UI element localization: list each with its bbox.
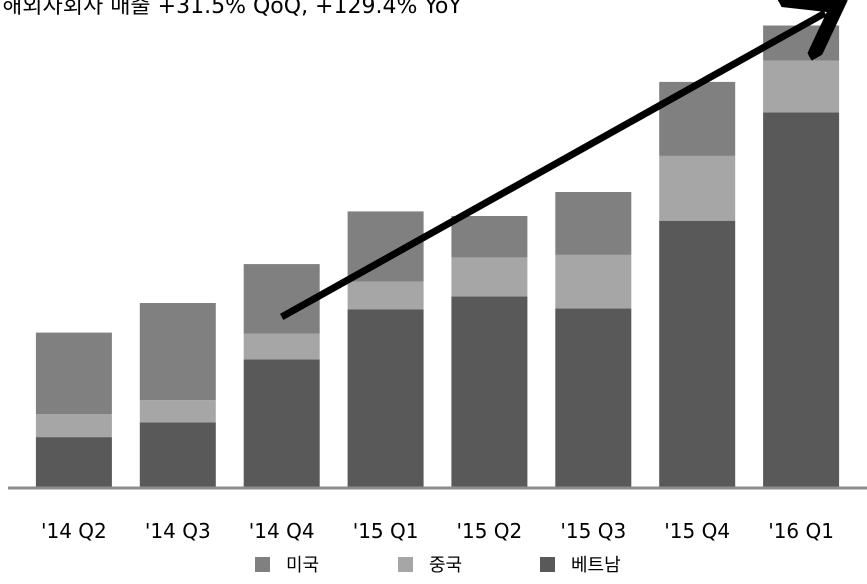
chart-title: 해외자회사 매출 +31.5% QoQ, +129.4% YoY [2,0,462,19]
x-tick-label: '15 Q1 [353,519,419,543]
x-tick-label: '15 Q2 [457,519,523,543]
legend-label: 중국 [429,555,462,576]
bar-segment-usa-2 [139,303,216,401]
legend-swatch [398,557,413,572]
bar-segment-vietnam-3 [243,359,320,488]
bar-segment-vietnam-2 [139,422,216,488]
trend-arrow [279,13,825,320]
bar-segment-vietnam-1 [35,437,112,488]
bar-segment-china-5 [451,257,528,297]
bar-segment-vietnam-7 [659,220,736,488]
bar-segment-china-2 [139,400,216,423]
legend-swatch [255,557,270,572]
x-tick-label: '14 Q3 [145,519,211,543]
x-tick-label: '15 Q4 [664,519,730,543]
bar-segment-vietnam-8 [763,112,840,489]
legend: 미국 중국 베트남 [255,555,621,576]
bar-segment-vietnam-4 [347,309,424,488]
bar-segment-usa-7 [659,81,736,156]
bar-segment-china-3 [243,333,320,360]
x-tick-labels: '14 Q2 '14 Q3 '14 Q4 '15 Q1 '15 Q2 '15 Q3 '15 … [41,519,834,543]
legend-label: 베트남 [571,555,621,576]
bar-segment-china-4 [347,281,424,310]
bar-segment-china-1 [35,414,112,438]
bar-segment-china-8 [763,60,840,113]
x-tick-label: '16 Q1 [768,519,834,543]
bar-segment-china-6 [555,254,632,309]
bar-segment-usa-5 [451,216,528,258]
legend-label: 미국 [286,555,319,576]
x-tick-label: '14 Q4 [249,519,315,543]
bar-segment-usa-6 [555,192,632,255]
bar-segment-vietnam-5 [451,296,528,488]
legend-swatch [540,557,555,572]
bar-segment-vietnam-6 [555,308,632,488]
x-tick-label: '15 Q3 [560,519,626,543]
bar-segment-china-7 [659,155,736,221]
bars-group [35,25,840,489]
bar-segment-usa-1 [35,332,112,414]
x-tick-label: '14 Q2 [41,519,107,543]
